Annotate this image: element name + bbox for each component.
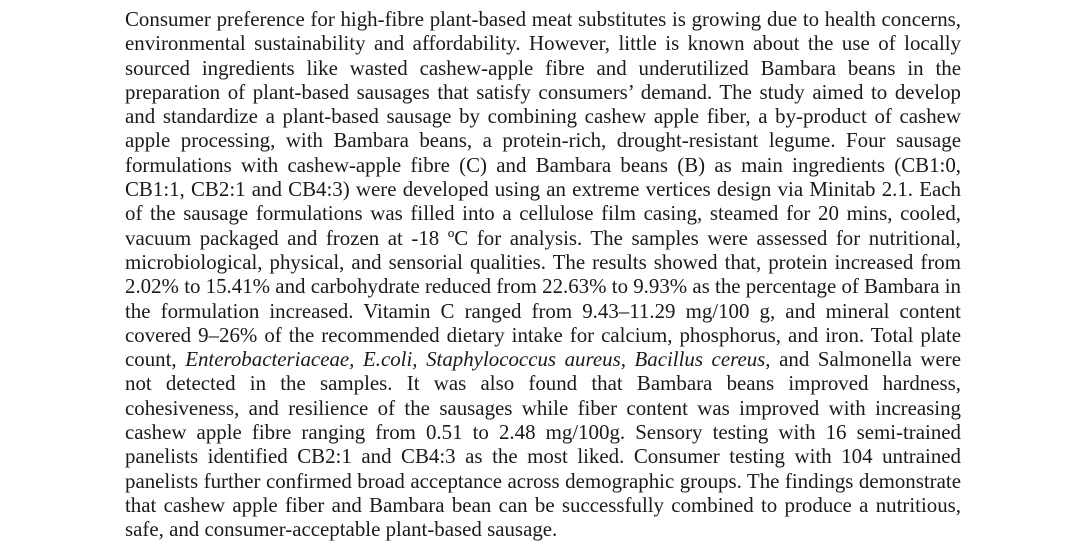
abstract-segment-italic: Enterobacteriaceae, E.coli, Staphylococc…: [185, 347, 771, 372]
abstract-paragraph: Consumer preference for high-fibre plant…: [125, 7, 961, 542]
abstract-segment-roman: Consumer preference for high-fibre plant…: [125, 7, 961, 372]
abstract-segment-roman: and Salmonella were not detected in the …: [125, 347, 962, 542]
